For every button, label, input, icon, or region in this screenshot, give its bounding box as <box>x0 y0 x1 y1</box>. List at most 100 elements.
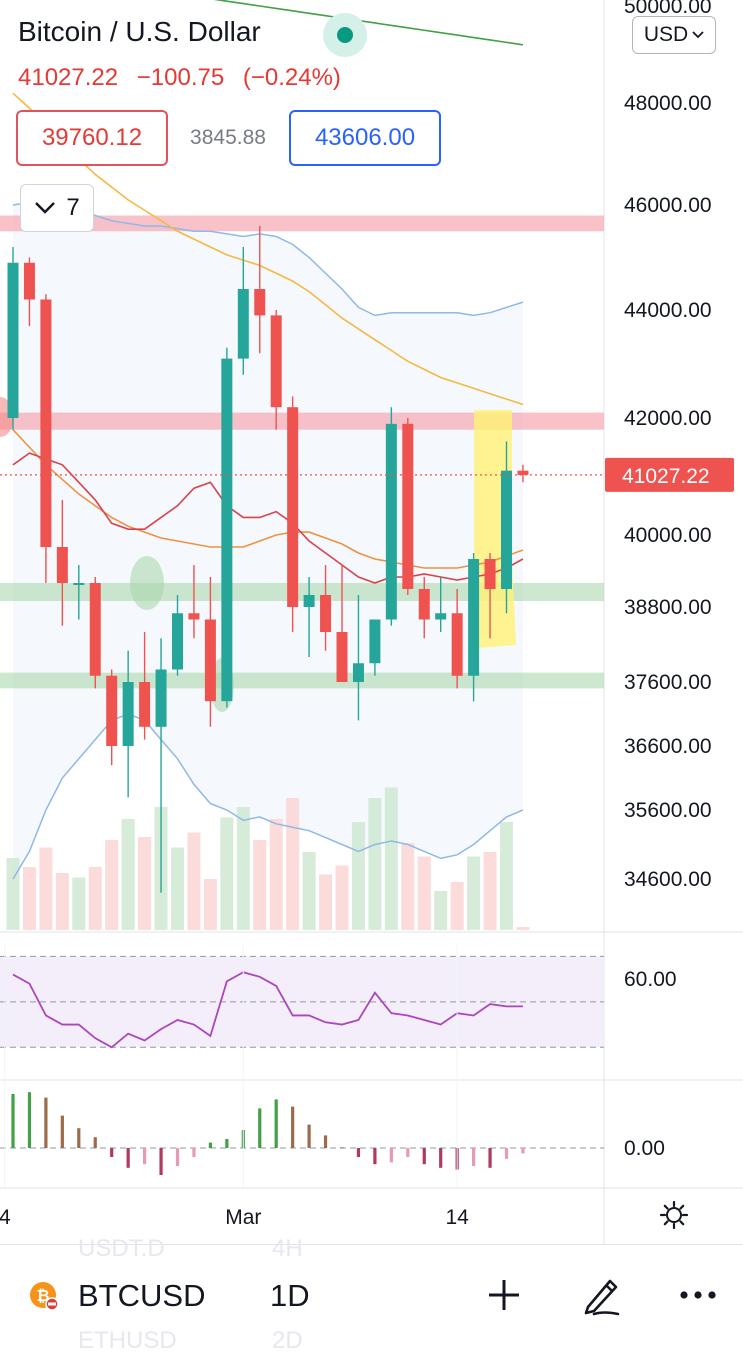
macd-histogram-bar <box>192 1148 196 1157</box>
candle-body <box>369 619 381 664</box>
rsi-axis-tick: 60.00 <box>624 968 677 991</box>
price-axis-tick: 44000.00 <box>624 299 712 322</box>
candle-body <box>204 619 216 702</box>
candle-body <box>517 470 529 475</box>
volume-bar <box>187 832 201 930</box>
resistance-zone <box>0 412 604 430</box>
price-change: −100.75 <box>136 64 225 91</box>
moving-average-mid-line <box>12 429 524 569</box>
macd-histogram-bar <box>274 1099 278 1148</box>
bollinger-lower-line <box>12 713 524 880</box>
candle-body <box>254 289 266 316</box>
bollinger-upper-line <box>12 199 524 317</box>
volume-bar <box>171 847 184 930</box>
volume-bar <box>121 819 135 930</box>
volume-bar <box>368 798 382 930</box>
candle-body <box>336 632 348 682</box>
volume-bar <box>417 856 431 930</box>
plus-icon[interactable] <box>486 1277 522 1313</box>
time-axis-label: Mar <box>225 1206 261 1229</box>
volume-bar <box>319 874 333 930</box>
volume-bar <box>269 819 283 930</box>
volume-bar <box>88 867 102 930</box>
macd-histogram-bar <box>389 1148 393 1163</box>
chevron-down-icon <box>35 202 56 214</box>
volume-bar <box>450 882 464 930</box>
volume-bar <box>22 867 36 930</box>
resistance-zone <box>0 215 604 232</box>
candle-body <box>385 423 397 620</box>
buy-button[interactable]: 43606.00 <box>289 110 441 166</box>
volume-bar <box>384 787 398 930</box>
macd-histogram-bar <box>422 1148 426 1165</box>
symbol-title: Bitcoin / U.S. Dollar <box>18 16 261 47</box>
price-axis-tick: 38800.00 <box>624 596 712 619</box>
macd-histogram-bar <box>356 1148 361 1157</box>
symbol-selector[interactable]: BTCUSD <box>78 1278 206 1313</box>
settings-gear-icon[interactable] <box>658 1199 690 1231</box>
volume-bar <box>516 927 530 930</box>
macd-histogram-bar <box>208 1142 212 1148</box>
rsi-line <box>12 971 523 1049</box>
volume-bar <box>401 843 415 930</box>
volume-bar <box>253 840 267 930</box>
candle-body <box>287 407 299 607</box>
currency-selector[interactable]: USD <box>632 16 716 54</box>
volume-bar <box>55 873 69 930</box>
more-options-icon[interactable] <box>676 1277 720 1313</box>
time-axis-label: 14 <box>445 1206 469 1229</box>
volume-bar <box>467 856 481 930</box>
indicators-toggle-button[interactable]: 7 <box>20 184 94 232</box>
volume-bar <box>335 865 349 930</box>
quote-line: 41027.22 −100.75 (−0.24%) <box>18 64 353 92</box>
price-axis-tick: 36600.00 <box>624 735 712 758</box>
candle-body <box>484 559 496 589</box>
volume-bar <box>302 852 316 930</box>
market-open-dot <box>337 27 353 43</box>
macd-histogram-bar <box>291 1106 295 1148</box>
volume-bar <box>105 840 119 930</box>
last-price: 41027.22 <box>18 64 119 91</box>
macd-histogram-bar <box>439 1148 443 1168</box>
volume-bar <box>236 807 250 930</box>
price-axis-tick: 40000.00 <box>624 524 712 547</box>
candle-body <box>188 613 200 620</box>
macd-histogram-bar <box>11 1094 15 1148</box>
bitcoin-logo-icon: ₿ <box>30 1282 58 1310</box>
candle-body <box>352 663 364 682</box>
moving-average-long-line <box>213 0 524 46</box>
candle-body <box>7 262 19 418</box>
drawing-pen-icon[interactable] <box>580 1273 624 1317</box>
macd-histogram-bar <box>340 1147 344 1149</box>
candle-body <box>237 289 249 359</box>
time-axis-label: 4 <box>0 1206 11 1229</box>
price-axis-tick: 48000.00 <box>624 92 712 115</box>
volume-bar <box>220 817 234 930</box>
macd-histogram-bar <box>159 1148 163 1175</box>
candle-body <box>303 595 315 607</box>
spread-value: 3845.88 <box>176 110 280 166</box>
price-axis-tick: 50000.00 <box>624 0 712 18</box>
volume-bar <box>39 847 53 930</box>
price-chart[interactable]: 41027.22 50000.00 48000.00 46000.00 44000.00… <box>0 0 743 1244</box>
interval-selector[interactable]: 1D <box>270 1278 310 1313</box>
candle-body <box>155 669 167 727</box>
macd-histogram-bar <box>27 1092 32 1148</box>
ghost-symbol-below: ETHUSD <box>78 1327 177 1354</box>
volume-bar <box>138 837 152 930</box>
macd-histogram-bar <box>60 1115 64 1148</box>
macd-histogram-bar <box>77 1128 81 1148</box>
macd-histogram-bar <box>504 1148 509 1159</box>
sell-button[interactable]: 39760.12 <box>16 110 168 166</box>
candle-body <box>139 682 151 727</box>
last-price-axis-label: 41027.22 <box>622 465 710 488</box>
ghost-symbol-above: USDT.D <box>78 1235 165 1262</box>
annotation-ellipse <box>130 556 164 610</box>
macd-histogram-bar <box>110 1148 114 1157</box>
ghost-interval-below: 2D <box>272 1327 303 1354</box>
market-open-indicator <box>323 13 367 57</box>
macd-histogram-bar <box>44 1097 48 1148</box>
macd-histogram-bar <box>258 1108 262 1148</box>
bollinger-band-fill <box>13 199 523 879</box>
macd-histogram-bar <box>373 1148 377 1165</box>
